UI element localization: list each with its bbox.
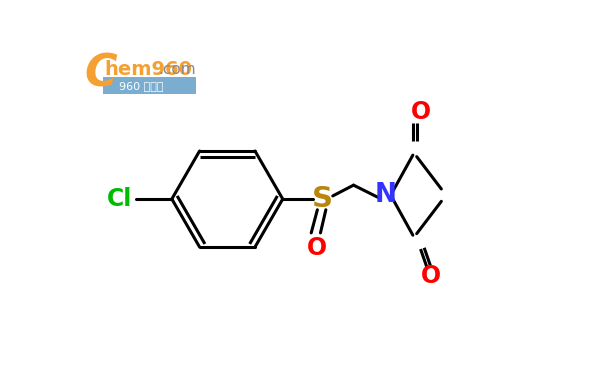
Text: O: O [420, 264, 440, 288]
Text: S: S [312, 185, 333, 213]
Text: Cl: Cl [107, 187, 132, 211]
Text: C: C [85, 53, 117, 96]
Text: .com: .com [158, 62, 195, 77]
Text: O: O [411, 100, 431, 124]
Text: 960 化工网: 960 化工网 [119, 81, 164, 91]
Text: N: N [375, 182, 397, 208]
FancyBboxPatch shape [102, 77, 197, 94]
Text: hem960: hem960 [104, 60, 192, 79]
Text: O: O [307, 236, 327, 260]
